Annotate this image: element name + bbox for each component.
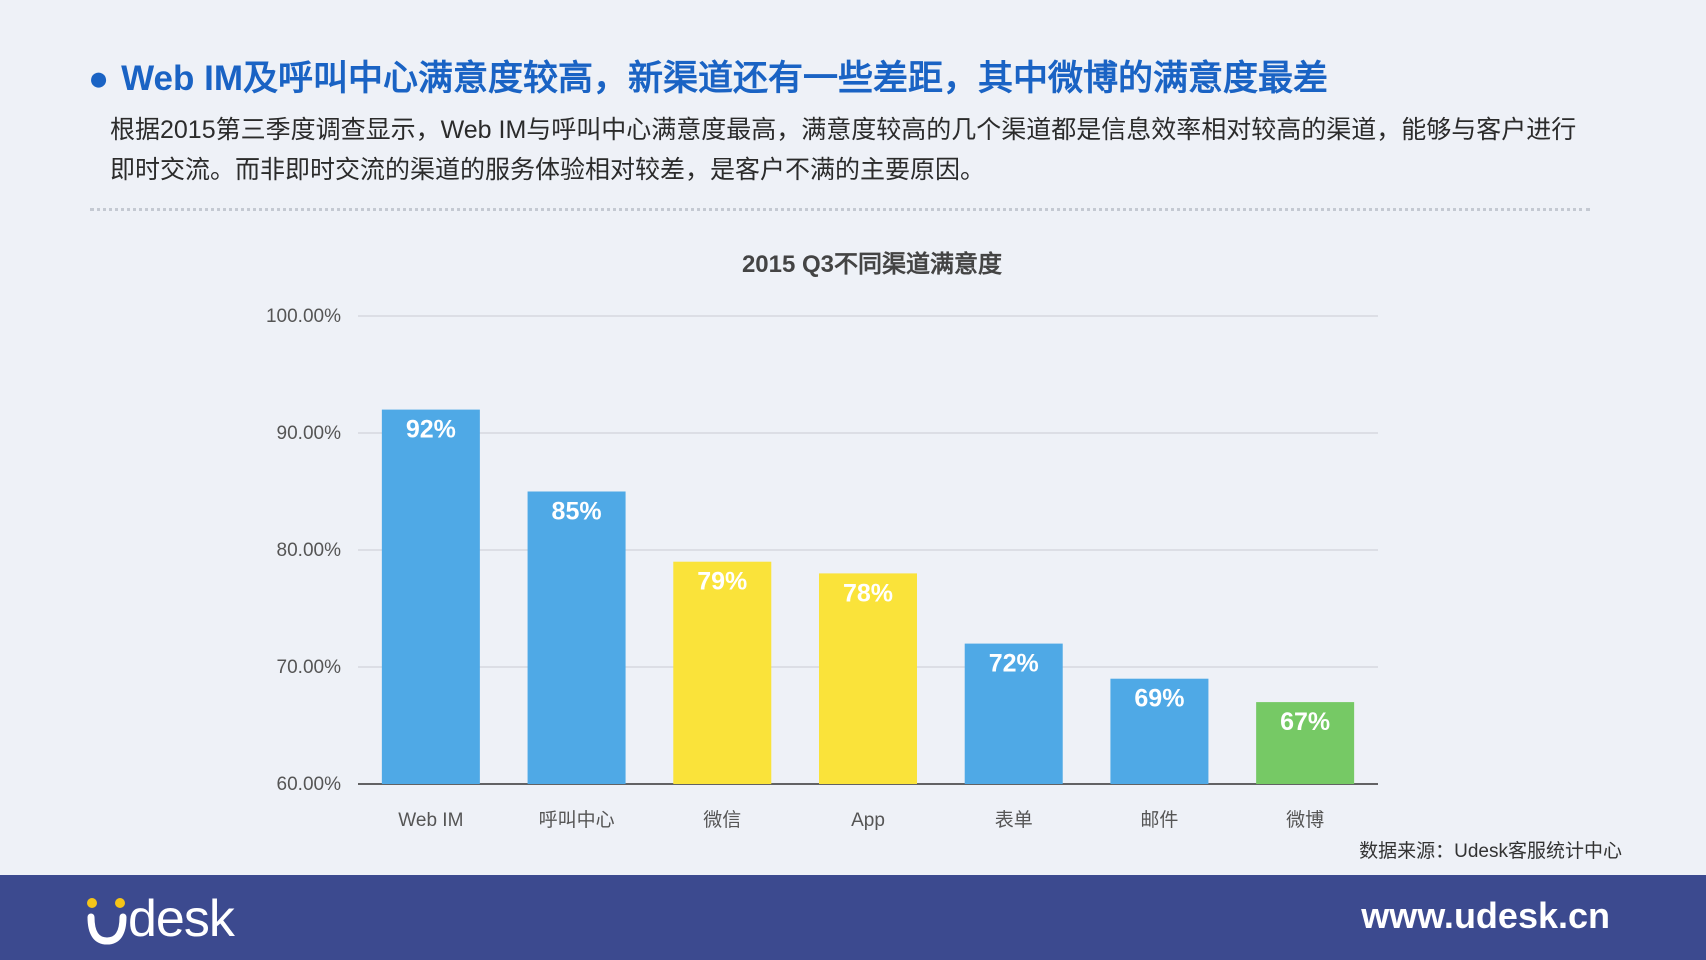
satisfaction-bar-chart: 2015 Q3不同渠道满意度 60.00% 70.00% 80.00% 90.00% 1… <box>266 250 1378 831</box>
bar <box>381 409 480 784</box>
bar <box>964 643 1063 784</box>
footer-bar: desk www.udesk.cn <box>0 875 1706 960</box>
smile-logo-icon <box>87 898 127 945</box>
bar-value-label: 72% <box>989 650 1039 678</box>
headline-text: Web IM及呼叫中心满意度较高，新渠道还有一些差距，其中微博的满意度最差 <box>121 59 1328 98</box>
bar <box>819 573 917 784</box>
y-tick-label: 60.00% <box>277 774 342 795</box>
x-tick-label: 微信 <box>703 809 741 831</box>
udesk-logo: desk <box>86 889 235 948</box>
bar-value-label: 69% <box>1134 685 1184 713</box>
x-tick-label: 表单 <box>995 809 1033 831</box>
bar <box>527 491 626 784</box>
x-tick-label: Web IM <box>398 810 463 831</box>
x-tick-label: 呼叫中心 <box>539 809 615 831</box>
bar-value-label: 78% <box>843 579 893 607</box>
bar <box>1256 702 1355 784</box>
y-tick-label: 100.00% <box>266 306 341 327</box>
logo-wordmark: desk <box>128 890 235 948</box>
bar-value-label: 92% <box>406 416 456 444</box>
dotted-divider <box>90 208 1590 211</box>
x-tick-label: 邮件 <box>1140 809 1178 831</box>
intro-paragraph: 根据2015第三季度调查显示，Web IM与呼叫中心满意度最高，满意度较高的几个… <box>110 116 1577 184</box>
y-tick-label: 80.00% <box>277 540 342 561</box>
x-tick-label: 微博 <box>1286 809 1324 831</box>
y-tick-label: 70.00% <box>277 657 342 678</box>
website-link[interactable]: www.udesk.cn <box>1361 895 1610 936</box>
headline: ● Web IM及呼叫中心满意度较高，新渠道还有一些差距，其中微博的满意度最差 <box>88 50 1328 101</box>
bar-value-label: 85% <box>552 498 602 526</box>
bar-value-label: 67% <box>1280 708 1330 736</box>
chart-title: 2015 Q3不同渠道满意度 <box>742 250 1003 278</box>
bar <box>1110 678 1209 784</box>
bar-value-label: 79% <box>697 568 747 596</box>
y-tick-label: 90.00% <box>277 423 342 444</box>
bullet-icon: ● <box>88 59 110 98</box>
bar <box>673 561 772 784</box>
x-tick-label: App <box>851 810 885 831</box>
data-source-note: 数据来源：Udesk客服统计中心 <box>1359 841 1622 862</box>
